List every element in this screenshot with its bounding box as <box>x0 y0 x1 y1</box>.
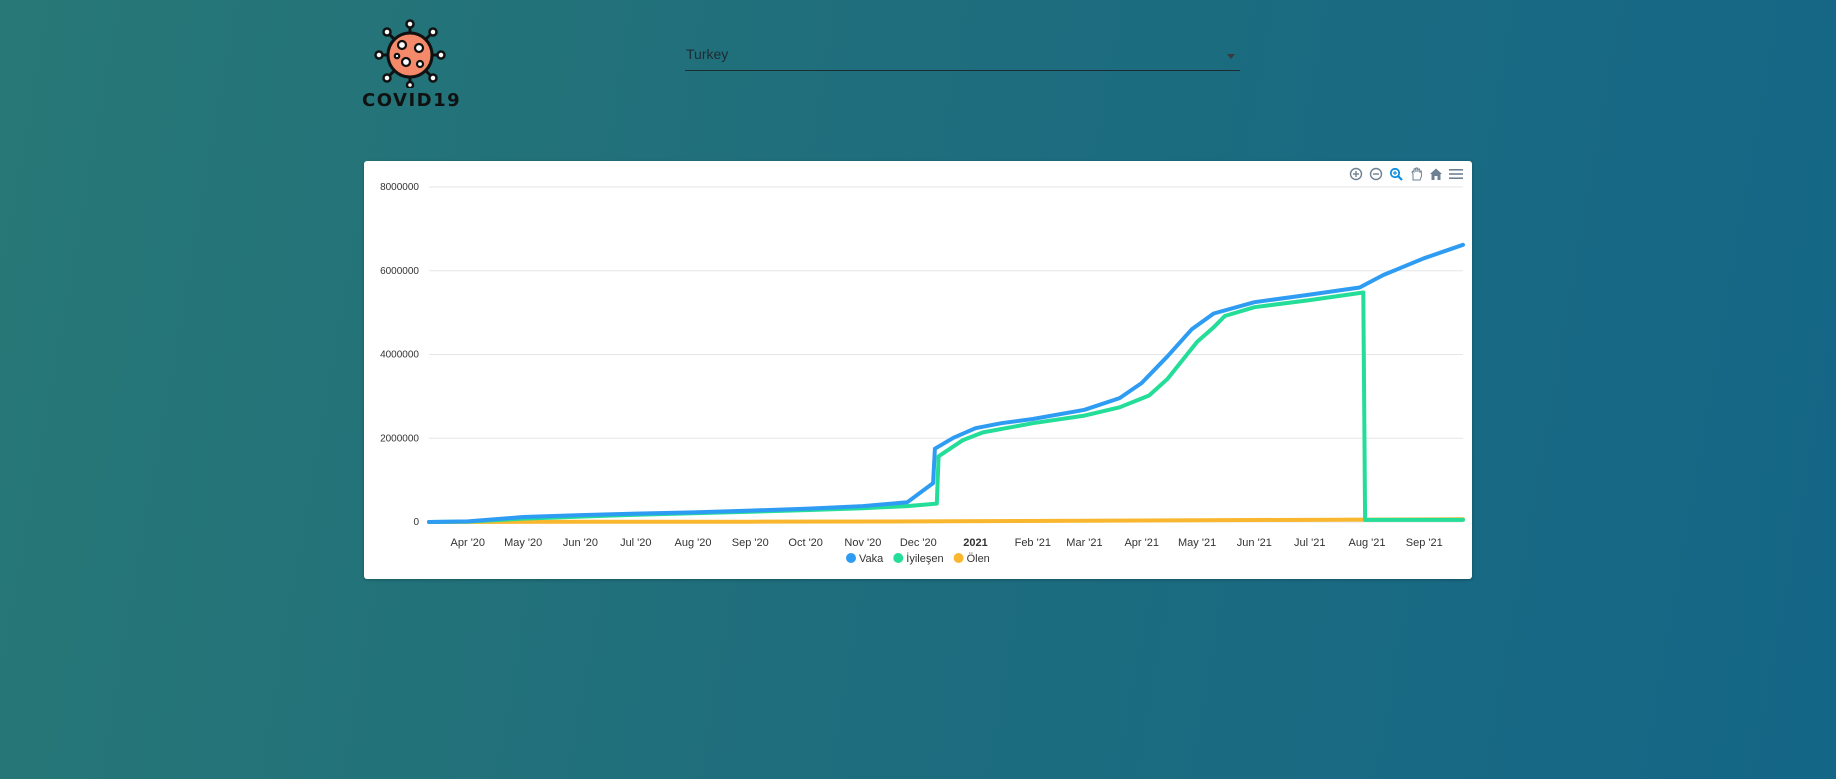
x-tick-label: Sep '20 <box>732 537 769 549</box>
legend-label[interactable]: Vaka <box>859 553 884 565</box>
legend-label[interactable]: İyileşen <box>906 552 943 565</box>
x-tick-label: Nov '20 <box>844 537 881 549</box>
x-tick-label: Aug '20 <box>675 537 712 549</box>
virus-icon <box>374 19 446 88</box>
x-tick-label: Jul '21 <box>1294 537 1325 549</box>
reset-home-icon[interactable] <box>1427 165 1445 183</box>
x-tick-label: Sep '21 <box>1406 537 1443 549</box>
series-line-olen <box>427 517 1465 524</box>
x-tick-label: Apr '21 <box>1124 537 1159 549</box>
x-tick-label: Oct '20 <box>788 537 823 549</box>
legend-marker[interactable] <box>893 553 904 563</box>
zoom-in-icon[interactable] <box>1347 165 1365 183</box>
pan-icon[interactable] <box>1407 165 1425 183</box>
x-tick-label: May '20 <box>504 537 542 549</box>
x-tick-label: Jun '21 <box>1237 537 1272 549</box>
y-tick-label: 2000000 <box>380 433 419 444</box>
y-tick-label: 8000000 <box>380 182 419 193</box>
x-tick-label: May '21 <box>1178 537 1216 549</box>
selection-zoom-icon[interactable] <box>1387 165 1405 183</box>
x-tick-label: Mar '21 <box>1066 537 1102 549</box>
x-tick-label: Dec '20 <box>900 537 937 549</box>
series-line-iyilesen <box>427 290 1465 524</box>
logo-text: COVID19 <box>362 90 462 111</box>
zoom-out-icon[interactable] <box>1367 165 1385 183</box>
series-line-vaka <box>427 242 1465 524</box>
x-tick-label: Aug '21 <box>1349 537 1386 549</box>
x-tick-label: Jun '20 <box>563 537 598 549</box>
menu-icon[interactable] <box>1447 165 1465 183</box>
country-select-value: Turkey <box>686 46 729 62</box>
logo: COVID19 <box>362 18 462 113</box>
legend-marker[interactable] <box>846 553 856 563</box>
y-tick-label: 6000000 <box>380 266 419 277</box>
chart-card: 0 2000000 4000000 6000000 8000000 Apr '20 May… <box>364 161 1472 579</box>
line-chart: 0 2000000 4000000 6000000 8000000 Apr '20 May… <box>380 182 1465 565</box>
chart-toolbar <box>1347 164 1465 184</box>
legend-marker[interactable] <box>953 553 964 563</box>
y-tick-label: 4000000 <box>380 350 419 361</box>
country-select[interactable]: Turkey <box>685 42 1240 71</box>
x-tick-label: Jul '20 <box>620 537 651 549</box>
y-tick-label: 0 <box>413 517 419 528</box>
x-tick-label: Feb '21 <box>1015 537 1051 549</box>
x-tick-label: 2021 <box>963 537 987 549</box>
legend-label[interactable]: Ölen <box>967 553 990 565</box>
x-tick-label: Apr '20 <box>451 537 486 549</box>
chevron-down-icon[interactable] <box>1227 54 1235 59</box>
